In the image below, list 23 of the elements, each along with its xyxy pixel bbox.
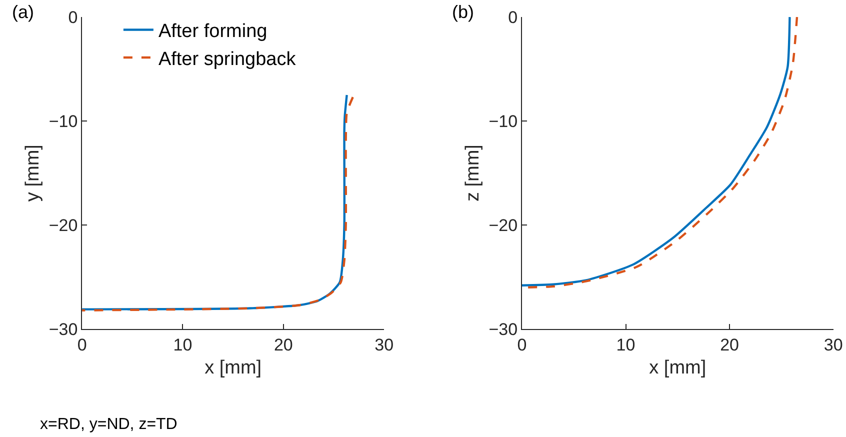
- text: (b): [452, 2, 474, 22]
- legend-label: After forming: [158, 21, 268, 42]
- y-tick-label: −30: [488, 320, 518, 340]
- y-tick-label: −10: [488, 112, 518, 132]
- y-axis-title: z [mm]: [462, 144, 484, 202]
- x-axis-title: x [mm]: [204, 357, 262, 378]
- y-tick-label: −10: [48, 112, 78, 132]
- x-tick-label: 10: [173, 335, 192, 354]
- x-tick-label: 30: [374, 335, 394, 354]
- x-tick-label: 20: [720, 335, 739, 354]
- y-axis-title: y [mm]: [22, 144, 44, 202]
- y-tick-label: 0: [508, 8, 518, 27]
- x-tick-label: 10: [616, 335, 636, 354]
- y-tick-label: −30: [48, 320, 78, 340]
- text: (a): [12, 2, 34, 22]
- text: x=RD, y=ND, z=TD: [40, 416, 178, 433]
- x-tick-label: 30: [824, 335, 843, 354]
- y-tick-label: −20: [48, 216, 78, 236]
- x-tick-label: 20: [274, 335, 293, 354]
- y-tick-label: 0: [68, 8, 78, 27]
- y-tick-label: −20: [488, 216, 518, 236]
- x-axis-title: x [mm]: [649, 357, 706, 378]
- legend-label: After springback: [158, 48, 296, 70]
